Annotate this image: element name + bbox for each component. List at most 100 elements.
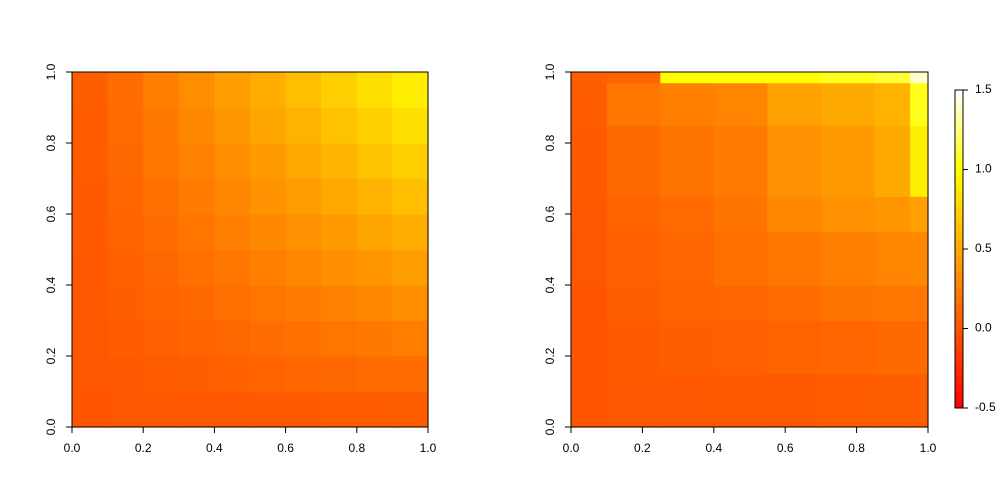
- heat-cell: [660, 231, 715, 286]
- heat-cell: [214, 72, 251, 109]
- heat-cell: [178, 249, 215, 286]
- heat-cell: [767, 285, 822, 322]
- heat-cell: [660, 373, 715, 428]
- x-tick-label: 0.6: [277, 441, 294, 455]
- heat-cell: [392, 285, 429, 322]
- heat-cell: [767, 373, 822, 428]
- heat-cell: [178, 178, 215, 215]
- heat-cell: [72, 107, 109, 144]
- heat-cell: [571, 196, 608, 233]
- heat-cell: [767, 231, 822, 286]
- heat-cell: [820, 72, 876, 84]
- heat-cell: [178, 143, 215, 180]
- heat-cell: [910, 320, 929, 375]
- x-tick-label: 0.4: [705, 441, 722, 455]
- heat-cell: [571, 72, 608, 84]
- heat-cell: [72, 72, 109, 109]
- heat-cell: [571, 82, 608, 126]
- heat-cell: [321, 178, 358, 215]
- heat-cell: [874, 231, 911, 286]
- x-tick-label: 0.0: [64, 441, 81, 455]
- heat-cell: [178, 72, 215, 109]
- x-tick-label: 0.8: [348, 441, 365, 455]
- heat-cell: [214, 249, 251, 286]
- colorbar-tick-label: -0.5: [975, 400, 996, 414]
- heat-cell: [107, 143, 144, 180]
- heat-cell: [250, 249, 287, 286]
- heat-cell: [874, 196, 911, 233]
- heat-cell: [660, 320, 715, 375]
- heat-cell: [767, 125, 822, 197]
- heat-cell: [874, 373, 911, 428]
- heat-cell: [285, 320, 322, 357]
- plot-frame: [570, 71, 929, 428]
- heat-cell: [356, 72, 393, 109]
- heat-cell: [72, 356, 109, 393]
- heat-cell: [285, 72, 322, 109]
- heat-cell: [606, 196, 661, 233]
- heat-cell: [214, 107, 251, 144]
- heat-cell: [713, 320, 768, 375]
- heat-cell: [285, 356, 322, 393]
- x-tick-label: 0.6: [777, 441, 794, 455]
- x-tick-label: 0.2: [634, 441, 651, 455]
- heat-cell: [392, 72, 429, 109]
- heat-cell: [713, 196, 768, 233]
- heat-cell: [356, 356, 393, 393]
- x-tick-label: 1.0: [920, 441, 937, 455]
- heat-cell: [820, 125, 876, 197]
- y-tick-label: 1.0: [543, 63, 557, 80]
- heat-cell: [250, 320, 287, 357]
- heat-cell: [571, 231, 608, 286]
- heat-cell: [72, 249, 109, 286]
- heat-cell: [214, 320, 251, 357]
- colorbar-tick-label: 1.0: [975, 162, 992, 176]
- heat-cell: [392, 107, 429, 144]
- heat-cell: [143, 178, 180, 215]
- heat-cell: [571, 285, 608, 322]
- heat-cell: [143, 320, 180, 357]
- heat-cell: [392, 391, 429, 428]
- heat-cell: [910, 82, 929, 126]
- heat-cell: [285, 249, 322, 286]
- heat-cell: [250, 72, 287, 109]
- colorbar-tick-label: 0.0: [975, 321, 992, 335]
- heat-cell: [214, 356, 251, 393]
- y-tick-label: 0.2: [543, 347, 557, 364]
- heat-cell: [143, 249, 180, 286]
- heat-cell: [250, 391, 287, 428]
- heat-cell: [910, 196, 929, 233]
- heat-cell: [356, 214, 393, 251]
- heat-cell: [767, 196, 822, 233]
- heat-cell: [820, 373, 876, 428]
- heat-cell: [910, 125, 929, 197]
- heat-cell: [214, 143, 251, 180]
- heat-cell: [767, 320, 822, 375]
- heat-cell: [606, 320, 661, 375]
- heat-cell: [178, 320, 215, 357]
- heat-cell: [606, 125, 661, 197]
- heat-cell: [910, 373, 929, 428]
- heat-cell: [571, 320, 608, 375]
- heat-cell: [285, 391, 322, 428]
- heat-cell: [713, 82, 768, 126]
- heat-cell: [321, 391, 358, 428]
- heat-cell: [214, 285, 251, 322]
- heat-cell: [356, 320, 393, 357]
- heat-cell: [713, 72, 768, 84]
- heat-cell: [321, 143, 358, 180]
- heat-cell: [72, 214, 109, 251]
- heat-cell: [356, 143, 393, 180]
- heat-cell: [321, 356, 358, 393]
- y-tick-label: 0.2: [44, 347, 58, 364]
- x-tick-label: 1.0: [420, 441, 437, 455]
- y-tick-label: 0.6: [543, 205, 557, 222]
- y-tick-label: 1.0: [44, 63, 58, 80]
- heat-cell: [606, 72, 661, 84]
- heat-cell: [178, 285, 215, 322]
- heat-cell: [356, 391, 393, 428]
- heat-cell: [321, 249, 358, 286]
- heat-cell: [321, 214, 358, 251]
- x-tick-label: 0.8: [848, 441, 865, 455]
